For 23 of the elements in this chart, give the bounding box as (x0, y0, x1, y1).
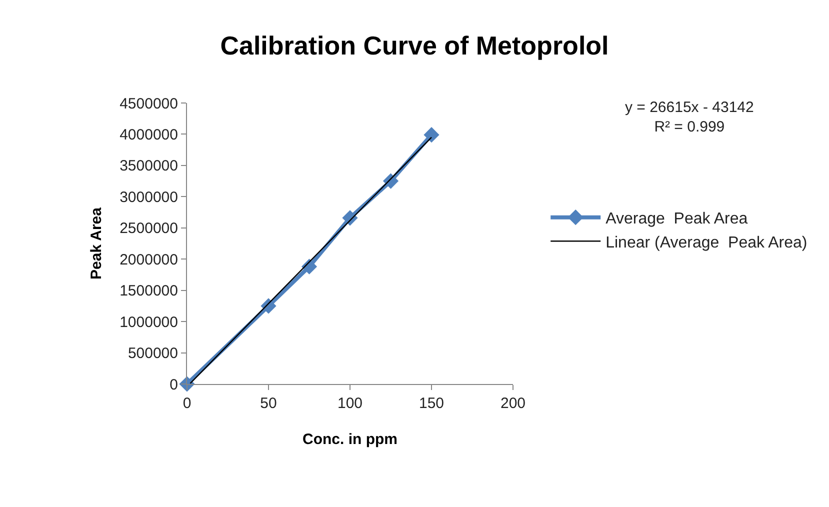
text: R² = 0.999 (654, 118, 725, 136)
point (424, 127, 440, 143)
y-tick-label: 2500000 (120, 220, 178, 238)
chart-title: Calibration Curve of Metoprolol (220, 30, 609, 61)
text: y = 26615x - 43142 (625, 99, 754, 116)
y-tick-label: 500000 (128, 345, 178, 362)
legend-label: Average Peak Area (606, 210, 748, 228)
y-tick-label: 2000000 (120, 251, 178, 268)
y-tick-label: 1500000 (120, 282, 178, 300)
y-tick-label: 3000000 (120, 188, 178, 206)
y-tick-label: 3500000 (120, 158, 178, 175)
y-tick-label: 1000000 (120, 314, 178, 331)
x-tick-label: 150 (418, 395, 444, 412)
y-tick-label: 4000000 (120, 126, 178, 144)
x-tick-label: 0 (182, 395, 192, 412)
y-tick-label: 4500000 (120, 95, 178, 112)
y-tick-label: 0 (170, 376, 178, 394)
x-tick-label: 50 (260, 395, 277, 412)
x-tick-label: 200 (500, 395, 526, 412)
legend-label: Linear (Average Peak Area) (606, 234, 808, 252)
y-axis-title: Peak Area (88, 206, 105, 280)
x-axis-title: Conc. in ppm (302, 431, 398, 448)
x-tick-label: 100 (337, 395, 363, 412)
